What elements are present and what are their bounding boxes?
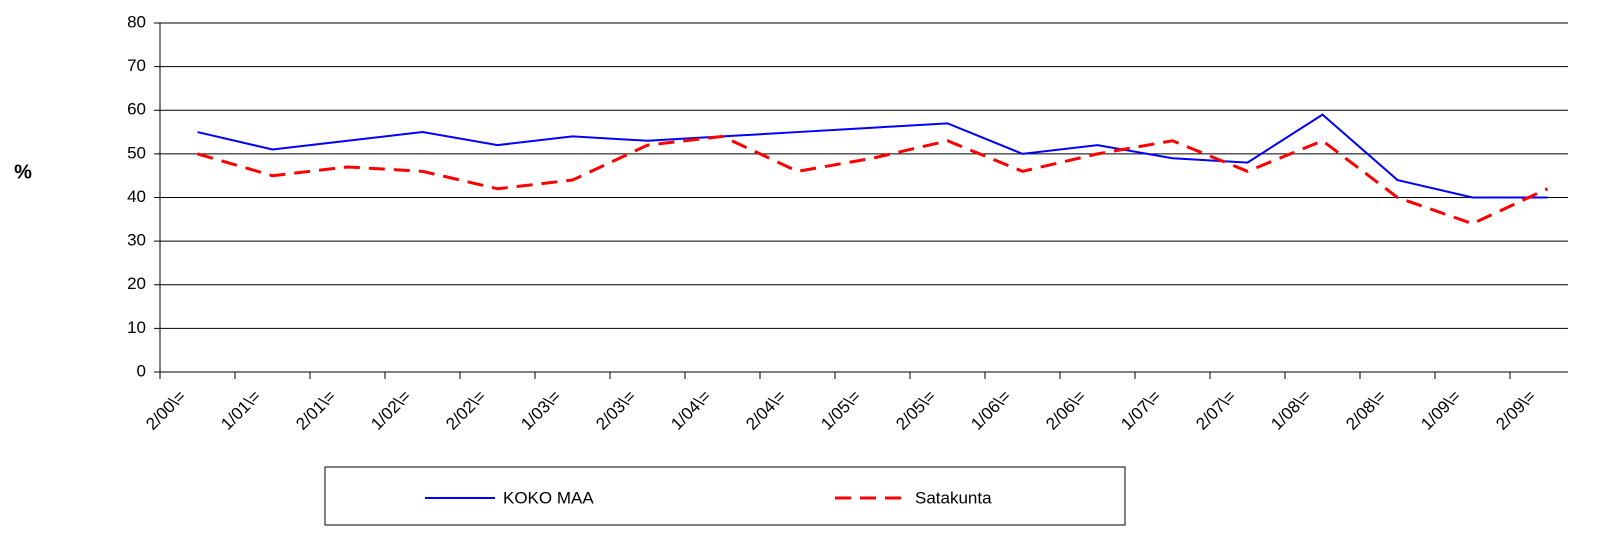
y-tick-label: 40 [127, 187, 146, 206]
x-tick-label: 2/05\= [892, 387, 939, 434]
x-tick-label: 1/08\= [1267, 387, 1314, 434]
x-tick-label: 2/09\= [1492, 387, 1539, 434]
series-line [197, 134, 1549, 226]
x-tick-label: 1/03\= [517, 387, 564, 434]
x-tick-label: 1/06\= [967, 387, 1014, 434]
x-tick-label: 2/04\= [742, 387, 789, 434]
x-tick-label: 2/01\= [292, 387, 339, 434]
y-tick-label: 60 [127, 100, 146, 119]
x-tick-label: 1/02\= [367, 387, 414, 434]
x-tick-label: 1/04\= [667, 387, 714, 434]
y-tick-label: 20 [127, 274, 146, 293]
legend-label: KOKO MAA [503, 488, 594, 507]
x-tick-label: 2/03\= [592, 387, 639, 434]
y-tick-label: 80 [127, 12, 146, 31]
plot-area [197, 113, 1549, 226]
x-tick-label: 2/00\= [142, 387, 189, 434]
y-tick-label: 30 [127, 231, 146, 250]
y-tick-label: 10 [127, 318, 146, 337]
x-tick-label: 1/05\= [817, 387, 864, 434]
x-tick-label: 2/02\= [442, 387, 489, 434]
x-tick-label: 2/08\= [1342, 387, 1389, 434]
x-tick-label: 2/07\= [1192, 387, 1239, 434]
y-tick-label: 70 [127, 56, 146, 75]
x-tick-label: 2/06\= [1042, 387, 1089, 434]
y-axis-label: % [14, 161, 32, 183]
legend-label: Satakunta [915, 488, 992, 507]
y-tick-label: 50 [127, 143, 146, 162]
x-tick-label: 1/07\= [1117, 387, 1164, 434]
x-tick-label: 1/01\= [217, 387, 264, 434]
x-tick-label: 1/09\= [1417, 387, 1464, 434]
legend-box [324, 466, 1126, 526]
y-tick-label: 0 [137, 361, 146, 380]
series-line [197, 113, 1548, 199]
